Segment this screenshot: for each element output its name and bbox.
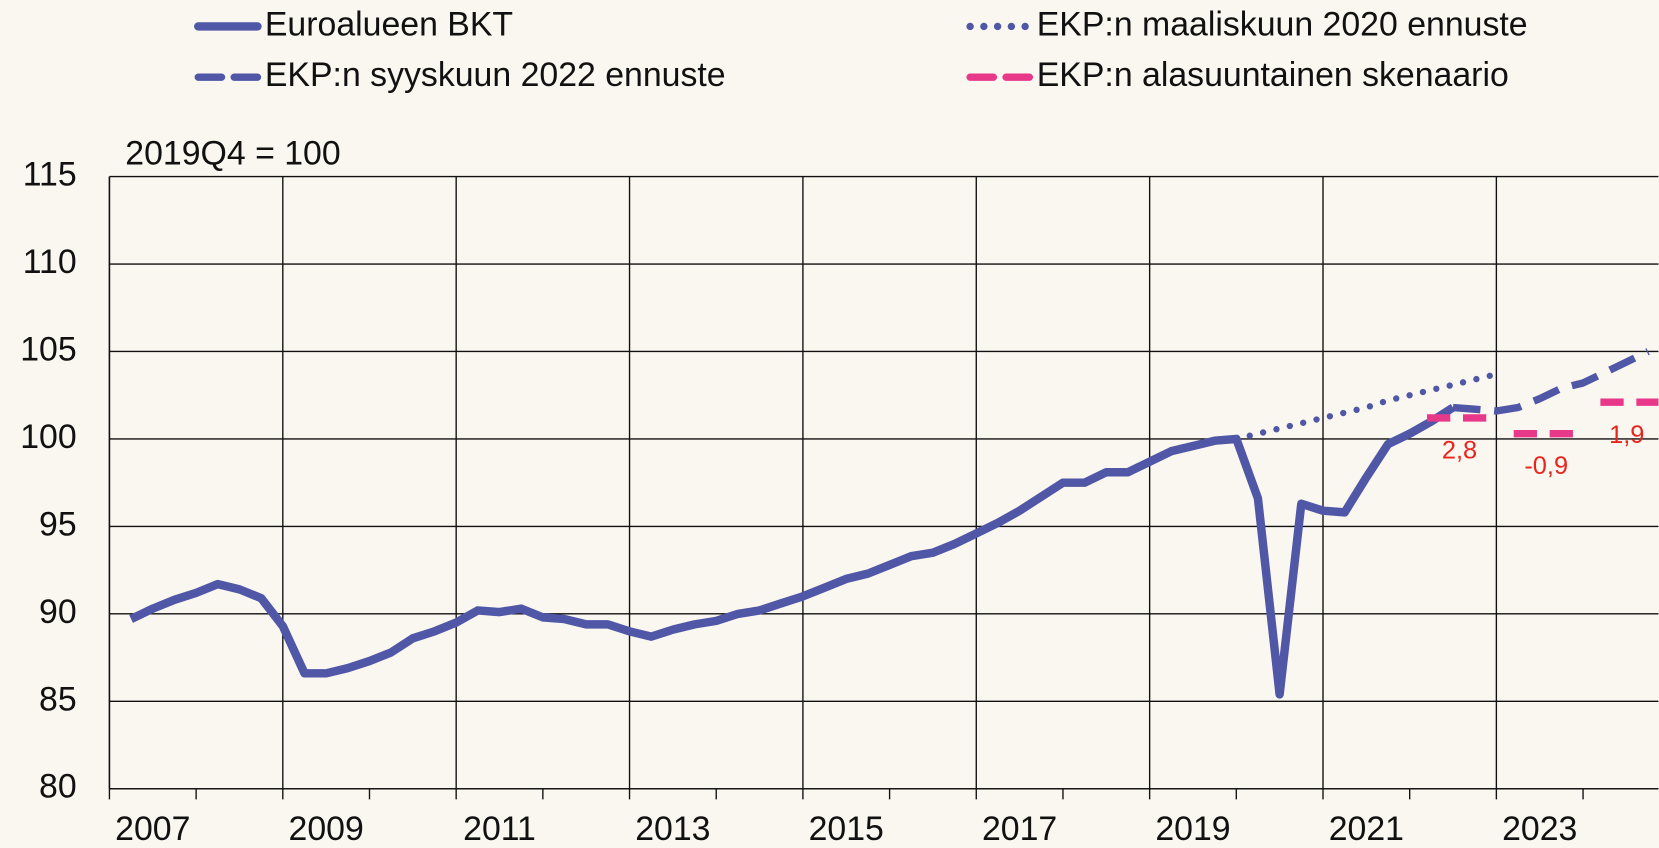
series-line bbox=[129, 403, 1456, 699]
x-tick-label: 2013 bbox=[635, 810, 710, 848]
legend-label: EKP:n alasuuntainen skenaario bbox=[1037, 56, 1509, 94]
x-tick-label: 2009 bbox=[289, 810, 364, 848]
y-tick-label: 85 bbox=[39, 680, 77, 718]
y-tick-label: 90 bbox=[39, 593, 77, 631]
y-tick-label: 110 bbox=[23, 243, 77, 281]
legend-label: EKP:n maaliskuun 2020 ennuste bbox=[1037, 5, 1528, 43]
x-tick-label: 2021 bbox=[1329, 810, 1404, 848]
x-tick-label: 2019 bbox=[1155, 810, 1230, 848]
growth-label: -0,9 bbox=[1524, 452, 1568, 480]
series-line bbox=[1452, 348, 1650, 415]
x-tick-label: 2017 bbox=[982, 810, 1057, 848]
y-tick-label: 95 bbox=[39, 505, 77, 543]
x-tick-label: 2011 bbox=[463, 810, 536, 848]
y-tick-label: 115 bbox=[23, 156, 77, 194]
x-tick-label: 2023 bbox=[1502, 810, 1577, 848]
x-tick-label: 2007 bbox=[115, 810, 190, 848]
legend-label: Euroalueen BKT bbox=[265, 5, 513, 43]
y-tick-label: 100 bbox=[20, 418, 76, 456]
growth-label: 1,9 bbox=[1609, 421, 1644, 449]
x-tick-label: 2015 bbox=[809, 810, 884, 848]
legend-label: EKP:n syyskuun 2022 ennuste bbox=[265, 56, 726, 94]
y-tick-label: 80 bbox=[39, 768, 77, 806]
y-axis-unit: 2019Q4 = 100 bbox=[125, 134, 340, 172]
growth-label: 2,8 bbox=[1442, 437, 1477, 465]
y-tick-label: 105 bbox=[20, 330, 76, 368]
